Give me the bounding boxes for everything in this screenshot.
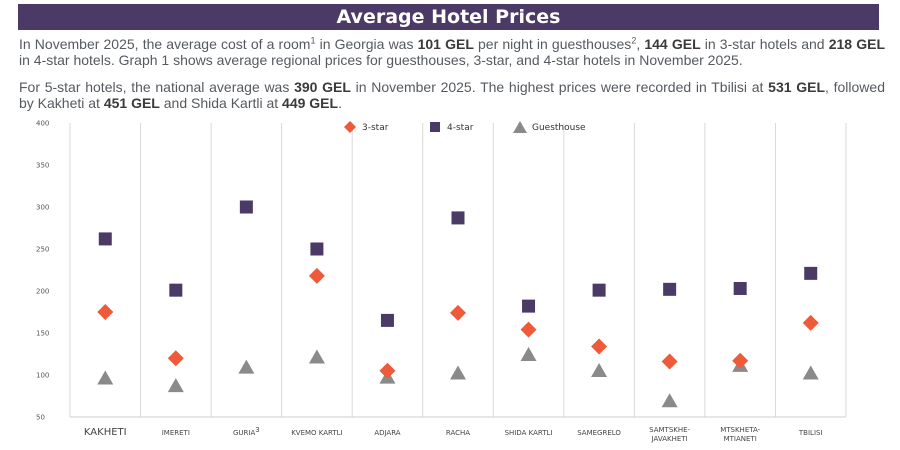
guesthouse-point: [591, 362, 608, 377]
highlight-value: 101 GEL: [417, 36, 474, 52]
4-star-point: [310, 242, 324, 256]
text-segment: and Shida Kartli at: [159, 95, 283, 111]
4-star-point: [804, 266, 818, 280]
3-star-point: [167, 350, 184, 367]
text-segment: .: [338, 95, 342, 111]
y-tick-label: 400: [36, 120, 49, 128]
text-segment: per night in guesthouses: [473, 36, 632, 52]
highlight-value: 218 GEL: [828, 36, 885, 52]
3-star-point: [802, 314, 819, 331]
guesthouse-point: [167, 378, 184, 393]
y-tick-label: 250: [36, 246, 49, 254]
text-segment: in 4-star hotels. Graph 1 shows average …: [19, 52, 743, 68]
legend-label: 4-star: [447, 123, 474, 133]
legend-marker: [344, 121, 356, 133]
category-label: MTSKHETA-MTIANETI: [720, 426, 760, 443]
y-tick-label: 300: [36, 204, 49, 212]
text-segment: ,: [636, 36, 645, 52]
y-tick-label: 200: [36, 288, 49, 296]
3-star-point: [97, 304, 114, 320]
y-tick-label: 350: [36, 162, 49, 170]
highlight-value: 451 GEL: [103, 95, 160, 111]
text-segment: , followed by Kakheti at: [19, 79, 885, 111]
guesthouse-point: [308, 349, 325, 364]
legend-marker: [513, 121, 527, 133]
category-label: SAMTSKHE-JAVAKHETI: [649, 426, 690, 443]
text-segment: For 5-star hotels, the national average …: [19, 79, 295, 95]
legend-label: 3-star: [362, 123, 389, 133]
text-segment: in 3-star hotels and: [700, 36, 829, 52]
legend-marker: [430, 122, 440, 132]
price-chart: 50 100 150 200 250 300 350 400 KAKHETI IMERETI GUR…: [36, 120, 847, 443]
4-star-point: [380, 313, 394, 327]
3-star-point: [661, 353, 678, 370]
4-star-point: [522, 299, 536, 313]
highlight-value: 531 GEL: [768, 79, 826, 95]
highlight-value: 390 GEL: [294, 79, 351, 95]
4-star-point: [239, 200, 253, 214]
y-tick-label: 100: [36, 372, 49, 380]
category-label: SHIDA KARTLI: [505, 429, 553, 437]
category-label: RACHA: [446, 429, 470, 437]
category-label: KAKHETI: [84, 427, 127, 438]
intro-paragraph: In November 2025, the average cost of a …: [19, 36, 885, 68]
highlight-value: 449 GEL: [282, 95, 339, 111]
footnote-mark: 1: [310, 35, 316, 46]
category-label: TBILISI: [798, 429, 823, 437]
text-segment: in Georgia was: [315, 36, 418, 52]
3-star-point: [591, 338, 608, 355]
category-label: GURIA3: [233, 426, 260, 437]
3-star-point: [732, 352, 749, 369]
y-tick-label: 50: [36, 414, 45, 422]
guesthouse-point: [97, 370, 114, 385]
4-star-point: [663, 282, 677, 296]
4-star-point: [451, 211, 465, 225]
text-segment: in November 2025. The highest prices wer…: [350, 79, 769, 95]
text-segment: In November 2025, the average cost of a …: [19, 36, 311, 52]
legend-label: Guesthouse: [532, 123, 586, 133]
4-star-point: [98, 232, 112, 246]
category-label: ADJARA: [374, 429, 400, 437]
category-label: KVEMO KARTLI: [291, 429, 342, 437]
five-star-paragraph: For 5-star hotels, the national average …: [19, 79, 885, 111]
category-label: IMERETI: [162, 429, 190, 437]
title-bar: Average Hotel Prices: [18, 4, 879, 30]
guesthouse-point: [238, 359, 255, 374]
category-label: SAMEGRELO: [577, 429, 621, 437]
3-star-point: [520, 321, 537, 338]
footnote-mark: 2: [631, 35, 637, 46]
guesthouse-point: [802, 365, 819, 380]
4-star-point: [169, 283, 183, 297]
page-title: Average Hotel Prices: [336, 6, 561, 28]
4-star-point: [592, 283, 606, 297]
guesthouse-point: [450, 365, 466, 380]
3-star-point: [308, 267, 325, 284]
3-star-point: [450, 304, 466, 321]
highlight-value: 144 GEL: [644, 36, 701, 52]
guesthouse-point: [661, 393, 678, 408]
guesthouse-point: [520, 347, 537, 361]
3-star-point: [379, 362, 396, 379]
y-tick-label: 150: [36, 330, 49, 338]
4-star-point: [733, 281, 747, 295]
